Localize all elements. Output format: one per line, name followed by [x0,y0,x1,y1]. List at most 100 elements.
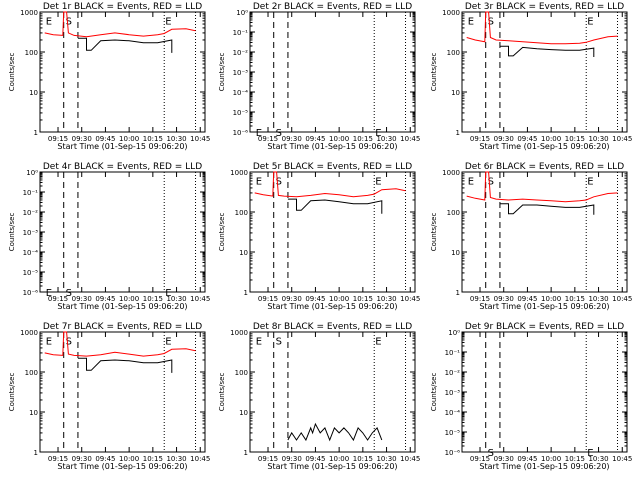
x-tick-label: 10:00 [119,455,139,463]
event-marker-s: S [276,128,282,139]
x-tick-label: 09:45 [95,135,115,143]
y-tick-label: 10 [29,89,38,97]
panel-det-9r: Det 9r BLACK = Events, RED = LLD Counts/s… [430,322,632,471]
y-tick-label: 10⁻¹ [23,189,39,197]
panel-title: Det 2r BLACK = Events, RED = LLD [253,2,412,12]
series-black-line [77,37,173,53]
y-tick-label: 1000 [230,169,248,177]
event-marker-e: E [46,17,52,28]
x-tick-label: 10:30 [376,135,396,143]
y-axis-label: Counts/sec [218,373,226,412]
x-tick-label: 09:30 [72,295,92,303]
event-marker-e: E [165,17,171,28]
x-tick-label: 09:15 [258,135,278,143]
x-tick-label: 10:30 [588,455,608,463]
y-tick-label: 100 [235,369,248,377]
y-tick-label: 100 [447,209,460,217]
x-tick-label: 10:00 [329,135,349,143]
y-tick-label: 10⁻⁴ [445,409,461,417]
x-tick-label: 10:30 [376,295,396,303]
x-tick-label: 10:45 [400,135,420,143]
y-tick-label: 10⁻³ [445,389,461,397]
x-tick-label: 09:45 [305,295,325,303]
x-tick-label: 10:45 [190,295,210,303]
x-axis-label: Start Time (01-Sep-15 09:06:20) [57,302,187,311]
panel-det-1r: Det 1r BLACK = Events, RED = LLD Counts/s… [8,2,210,151]
x-tick-label: 09:15 [470,455,490,463]
y-axis-label: Counts/sec [430,213,438,252]
y-tick-label: 10⁻³ [23,229,39,237]
y-tick-label: 10⁻² [233,49,249,57]
x-tick-label: 10:30 [588,295,608,303]
event-marker-e: E [256,337,262,348]
x-tick-label: 09:15 [258,455,278,463]
y-tick-label: 1 [244,289,248,297]
plot-frame [39,171,206,293]
y-tick-label: 10⁻⁵ [233,109,249,117]
x-tick-label: 09:45 [517,455,537,463]
y-tick-label: 1 [34,129,38,137]
x-tick-label: 09:15 [470,135,490,143]
y-tick-label: 10 [239,409,248,417]
plot-frame [39,331,206,453]
x-tick-label: 09:30 [494,455,514,463]
x-tick-label: 10:00 [541,135,561,143]
panel-title: Det 9r BLACK = Events, RED = LLD [465,322,624,332]
panel-title: Det 6r BLACK = Events, RED = LLD [465,162,624,172]
x-tick-label: 10:15 [565,295,585,303]
event-marker-s: S [488,448,494,459]
y-tick-label: 10⁻⁶ [23,289,39,297]
y-tick-label: 10 [239,249,248,257]
panel-title: Det 8r BLACK = Events, RED = LLD [253,322,412,332]
x-tick-label: 10:30 [166,295,186,303]
x-tick-label: 10:00 [329,295,349,303]
y-axis-label: Counts/sec [218,53,226,92]
x-tick-label: 09:15 [48,295,68,303]
y-tick-label: 1000 [442,9,460,17]
y-tick-label: 10⁻¹ [445,349,461,357]
panel-title: Det 1r BLACK = Events, RED = LLD [43,2,202,12]
event-marker-e: E [375,128,381,139]
x-tick-label: 09:30 [282,135,302,143]
y-tick-label: 10⁻⁵ [23,269,39,277]
event-marker-e: E [375,177,381,188]
y-tick-label: 10⁻⁵ [445,429,461,437]
x-tick-label: 09:30 [72,135,92,143]
x-tick-label: 10:45 [400,295,420,303]
x-axis-label: Start Time (01-Sep-15 09:06:20) [479,302,609,311]
x-tick-label: 09:45 [517,135,537,143]
x-axis-label: Start Time (01-Sep-15 09:06:20) [267,462,397,471]
plot-frame [39,11,206,133]
y-tick-label: 1000 [20,9,38,17]
x-tick-label: 09:45 [517,295,537,303]
x-tick-label: 09:30 [72,455,92,463]
x-tick-label: 10:45 [400,455,420,463]
event-marker-e: E [375,337,381,348]
y-tick-label: 10⁰ [448,329,460,337]
y-tick-label: 1 [456,129,460,137]
event-marker-e: E [256,128,262,139]
y-tick-label: 10⁻⁴ [23,249,39,257]
y-tick-label: 1 [244,449,248,457]
panel-det-3r: Det 3r BLACK = Events, RED = LLD Counts/s… [430,2,632,151]
event-marker-e: E [587,448,593,459]
x-tick-label: 09:30 [494,135,514,143]
y-axis-label: Counts/sec [218,213,226,252]
series-red-line [466,171,618,203]
event-marker-s: S [276,177,282,188]
x-tick-label: 09:45 [95,295,115,303]
y-tick-label: 10⁻⁶ [233,129,249,137]
y-tick-label: 10⁻³ [233,69,249,77]
y-axis-label: Counts/sec [8,373,16,412]
x-tick-label: 10:15 [353,135,373,143]
y-tick-label: 10⁻² [445,369,461,377]
y-axis-label: Counts/sec [430,53,438,92]
x-tick-label: 10:45 [190,135,210,143]
panel-det-5r: Det 5r BLACK = Events, RED = LLD Counts/s… [218,162,420,311]
event-marker-s: S [66,337,72,348]
x-tick-label: 10:00 [541,295,561,303]
x-tick-label: 10:15 [565,135,585,143]
plot-frame [461,331,628,453]
panel-det-6r: Det 6r BLACK = Events, RED = LLD Counts/s… [430,162,632,311]
y-tick-label: 10⁻⁶ [445,449,461,457]
